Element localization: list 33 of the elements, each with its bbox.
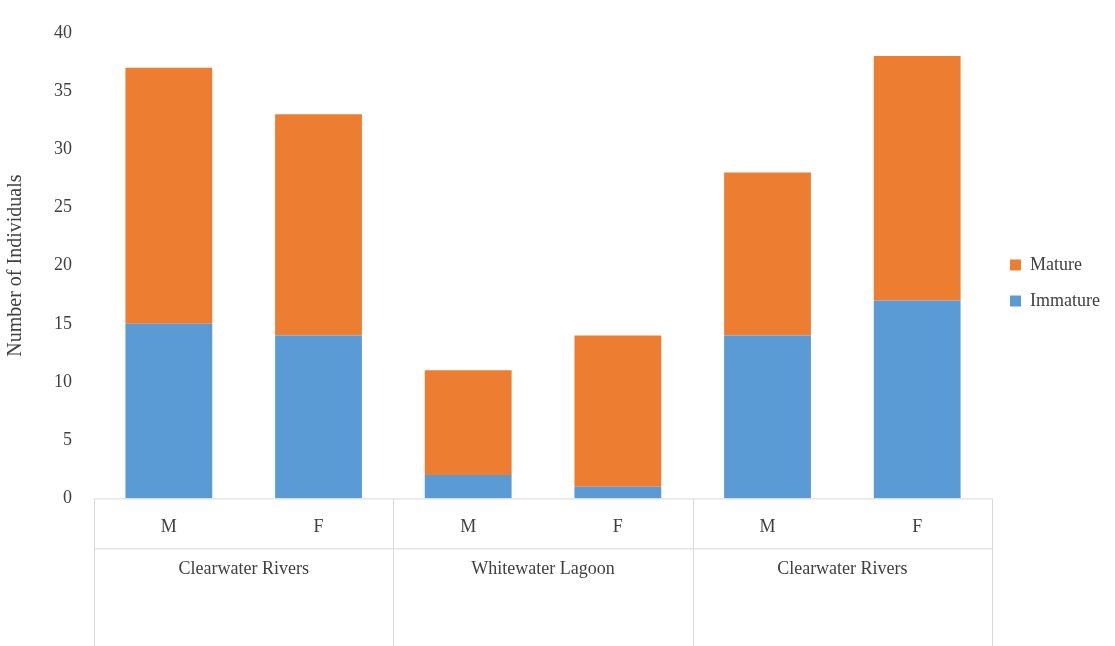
y-tick-label: 30 xyxy=(54,137,72,158)
bar xyxy=(873,56,961,301)
y-tick-label: 5 xyxy=(63,428,72,449)
legend-label: Mature xyxy=(1030,253,1083,274)
y-tick-label: 25 xyxy=(54,196,72,217)
bar xyxy=(275,114,362,336)
text: Whitewater Lagoon xyxy=(471,558,615,579)
x-tick-label: M xyxy=(160,515,177,536)
bar xyxy=(724,335,811,499)
y-tick-label: 0 xyxy=(63,487,72,508)
bar xyxy=(424,475,512,499)
x-tick-label: M xyxy=(460,515,477,536)
text: Clearwater Rivers xyxy=(178,558,309,579)
bar xyxy=(125,323,213,499)
x-tick-label: F xyxy=(313,515,324,536)
y-tick-label: 20 xyxy=(54,254,72,275)
y-tick-label: 35 xyxy=(54,79,72,100)
bar xyxy=(574,486,662,499)
x-tick-label: F xyxy=(912,515,923,536)
y-tick-label: 10 xyxy=(54,370,72,391)
x-tick-label: F xyxy=(612,515,623,536)
bar xyxy=(275,335,362,499)
bar xyxy=(724,172,811,336)
legend-label: Immature xyxy=(1030,289,1101,310)
text: Clearwater Rivers xyxy=(777,558,908,579)
bar xyxy=(125,67,213,324)
bar xyxy=(873,300,961,499)
y-tick-label: 15 xyxy=(54,312,72,333)
bar xyxy=(424,370,512,476)
y-axis-title: Number of Individuals xyxy=(3,174,26,357)
y-tick-label: 40 xyxy=(54,21,72,42)
x-tick-label: M xyxy=(759,515,776,536)
bar xyxy=(574,335,662,487)
